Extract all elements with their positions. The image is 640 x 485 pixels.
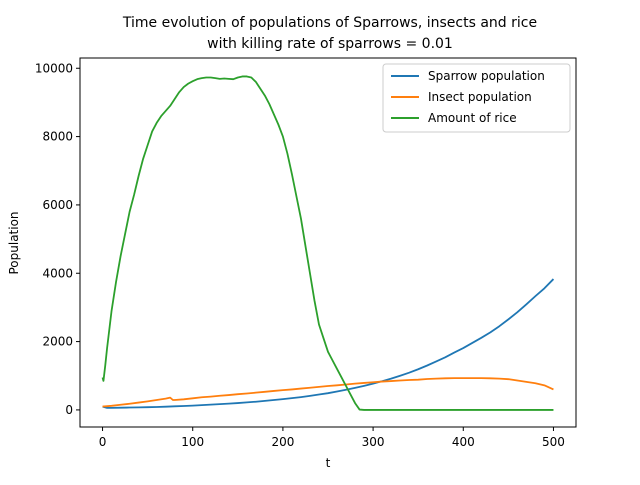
y-tick-label: 0 [65, 403, 73, 417]
legend-label-sparrow: Sparrow population [428, 69, 545, 83]
legend-frame [382, 63, 571, 133]
x-tick-label: 200 [271, 435, 294, 449]
tick-layer: 0 100 200 300 400 500 0 2000 4000 6000 8000 10000 [35, 61, 565, 449]
x-tick-label: 400 [452, 435, 475, 449]
legend-label-rice: Amount of rice [428, 111, 517, 125]
y-tick-label: 10000 [35, 61, 73, 75]
x-axis-label: t [326, 456, 331, 470]
chart-title-line2: with killing rate of sparrows = 0.01 [207, 36, 453, 52]
series-layer [101, 75, 555, 411]
x-tick-label: 100 [181, 435, 204, 449]
legend: Sparrow population Insect population Amo… [382, 63, 571, 133]
chart-title-line1: Time evolution of populations of Sparrow… [122, 15, 537, 31]
series-line-sparrow [102, 278, 555, 409]
x-tick-label: 300 [362, 435, 385, 449]
legend-label-insect: Insect population [428, 90, 532, 104]
y-axis-label: Population [7, 211, 21, 274]
y-tick-label: 6000 [42, 198, 73, 212]
x-tick-label: 0 [99, 435, 107, 449]
x-tick-label: 500 [542, 435, 565, 449]
y-tick-label: 8000 [42, 130, 73, 144]
series-line-rice [101, 75, 554, 411]
y-tick-label: 2000 [42, 335, 73, 349]
y-tick-label: 4000 [42, 266, 73, 280]
plot-area-frame [79, 57, 577, 428]
series-line-insect [102, 377, 554, 408]
